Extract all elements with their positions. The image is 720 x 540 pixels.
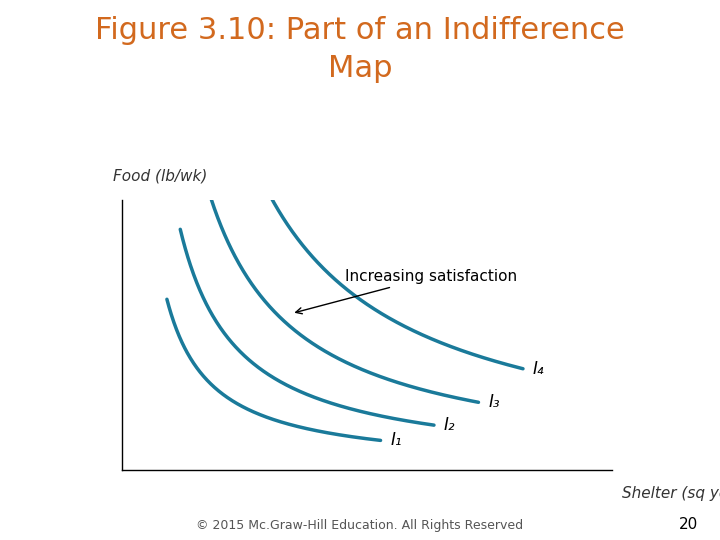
Text: Figure 3.10: Part of an Indifference
Map: Figure 3.10: Part of an Indifference Map bbox=[95, 16, 625, 83]
Text: I₄: I₄ bbox=[533, 360, 544, 378]
Text: Food (lb/wk): Food (lb/wk) bbox=[112, 168, 207, 184]
Text: © 2015 Mc.Graw-Hill Education. All Rights Reserved: © 2015 Mc.Graw-Hill Education. All Right… bbox=[197, 519, 523, 532]
Text: I₂: I₂ bbox=[444, 416, 455, 434]
Text: Shelter (sq yd/wk): Shelter (sq yd/wk) bbox=[622, 486, 720, 501]
Text: Increasing satisfaction: Increasing satisfaction bbox=[296, 269, 517, 314]
Text: I₁: I₁ bbox=[390, 431, 402, 449]
Text: 20: 20 bbox=[679, 517, 698, 532]
Text: I₃: I₃ bbox=[488, 393, 500, 411]
